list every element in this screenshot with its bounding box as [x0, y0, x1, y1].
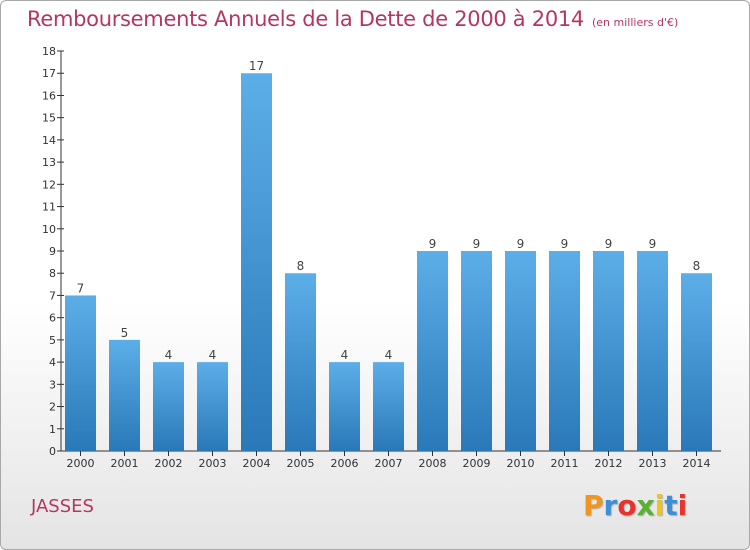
logo-letter: i [677, 489, 688, 522]
y-tick-label: 14 [42, 134, 56, 147]
y-tick-label: 10 [42, 223, 56, 236]
data-label-2006: 4 [341, 348, 349, 362]
data-label-2000: 7 [77, 281, 85, 295]
commune-name: JASSES [31, 496, 94, 517]
y-tick-label: 12 [42, 178, 56, 191]
chart-title-text: Remboursements Annuels de la Dette de 20… [27, 7, 584, 31]
x-tick-label: 2003 [199, 457, 227, 470]
data-label-2010: 9 [517, 237, 525, 251]
y-tick-label: 16 [42, 89, 56, 102]
logo-letter: i [654, 489, 665, 522]
data-labels: 7 5 4 4 17 8 4 4 9 9 9 9 9 9 8 [77, 59, 701, 362]
x-tick-label: 2014 [683, 457, 711, 470]
y-tick-label: 8 [49, 267, 56, 280]
logo-letter: r [603, 489, 618, 522]
proxiti-logo: Proxiti [583, 489, 687, 522]
bar-2009 [461, 251, 492, 451]
data-label-2004: 17 [249, 59, 264, 73]
bar-2003 [197, 362, 228, 451]
y-tick-label: 15 [42, 112, 56, 125]
data-label-2014: 8 [693, 259, 701, 273]
x-tick-label: 2006 [331, 457, 359, 470]
y-tick-label: 0 [49, 445, 56, 458]
bar-2012 [593, 251, 624, 451]
chart-unit: (en milliers d'€) [592, 16, 679, 29]
logo-letter: o [617, 489, 637, 522]
data-label-2008: 9 [429, 237, 437, 251]
x-tick-label: 2010 [507, 457, 535, 470]
x-tick-label: 2000 [67, 457, 95, 470]
x-tick-label: 2001 [111, 457, 139, 470]
bar-2008 [417, 251, 448, 451]
data-label-2001: 5 [121, 326, 129, 340]
bar-2000 [65, 295, 96, 451]
bar-2014 [681, 273, 712, 451]
x-tick-label: 2012 [595, 457, 623, 470]
data-label-2013: 9 [649, 237, 657, 251]
bar-2013 [637, 251, 668, 451]
bar-2004 [241, 73, 272, 451]
chart-title: Remboursements Annuels de la Dette de 20… [27, 7, 678, 31]
y-tick-label: 2 [49, 401, 56, 414]
x-tick-label: 2002 [155, 457, 183, 470]
y-tick-label: 13 [42, 156, 56, 169]
y-tick-label: 5 [49, 334, 56, 347]
data-label-2012: 9 [605, 237, 613, 251]
data-label-2005: 8 [297, 259, 305, 273]
logo-letter: P [583, 489, 604, 522]
data-label-2007: 4 [385, 348, 393, 362]
bar-2007 [373, 362, 404, 451]
data-label-2003: 4 [209, 348, 217, 362]
y-tick-label: 9 [49, 245, 56, 258]
bars [65, 73, 712, 451]
y-tick-label: 18 [42, 45, 56, 58]
x-tick-label: 2004 [243, 457, 271, 470]
y-tick-label: 7 [49, 289, 56, 302]
bar-2002 [153, 362, 184, 451]
y-tick-label: 17 [42, 67, 56, 80]
x-tick-label: 2009 [463, 457, 491, 470]
logo-letter: t [664, 489, 678, 522]
bar-2006 [329, 362, 360, 451]
y-tick-label: 3 [49, 378, 56, 391]
bar-2010 [505, 251, 536, 451]
x-tick-label: 2008 [419, 457, 447, 470]
y-tick-label: 1 [49, 423, 56, 436]
bar-2005 [285, 273, 316, 451]
y-tick-label: 4 [49, 356, 56, 369]
data-label-2011: 9 [561, 237, 569, 251]
x-tick-label: 2007 [375, 457, 403, 470]
x-tick-label: 2005 [287, 457, 315, 470]
x-tick-label: 2013 [639, 457, 667, 470]
x-tick-label: 2011 [551, 457, 579, 470]
data-label-2002: 4 [165, 348, 173, 362]
logo-letter: x [636, 489, 655, 522]
y-tick-label: 11 [42, 201, 56, 214]
data-label-2009: 9 [473, 237, 481, 251]
bar-2001 [109, 339, 140, 451]
bar-2011 [549, 251, 580, 451]
y-tick-label: 6 [49, 312, 56, 325]
